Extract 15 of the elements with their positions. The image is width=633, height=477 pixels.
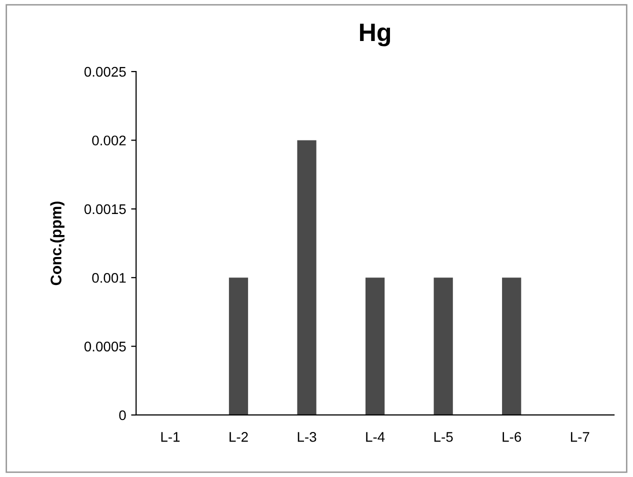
- x-tick-label: L-2: [230, 432, 248, 442]
- x-tick-label: L-6: [502, 432, 522, 442]
- x-tick-label: L-5: [434, 432, 453, 442]
- y-tick-label: 0.0025: [84, 66, 126, 77]
- y-tick-label: 0.0005: [84, 342, 126, 352]
- y-tick-label: 0.002: [92, 136, 126, 146]
- y-tick-label: 0.001: [92, 272, 126, 283]
- x-tick-label: L-4: [366, 432, 385, 442]
- chart-title: Hg: [360, 24, 390, 46]
- y-tick-label: 0: [119, 410, 126, 420]
- x-tick-label: L-3: [298, 432, 316, 442]
- x-tick-label: L-1: [161, 432, 180, 442]
- x-tick-label: L-7: [570, 432, 590, 442]
- y-axis-title: Conc.(ppm): [50, 202, 64, 286]
- y-tick-label: 0.0015: [84, 204, 126, 214]
